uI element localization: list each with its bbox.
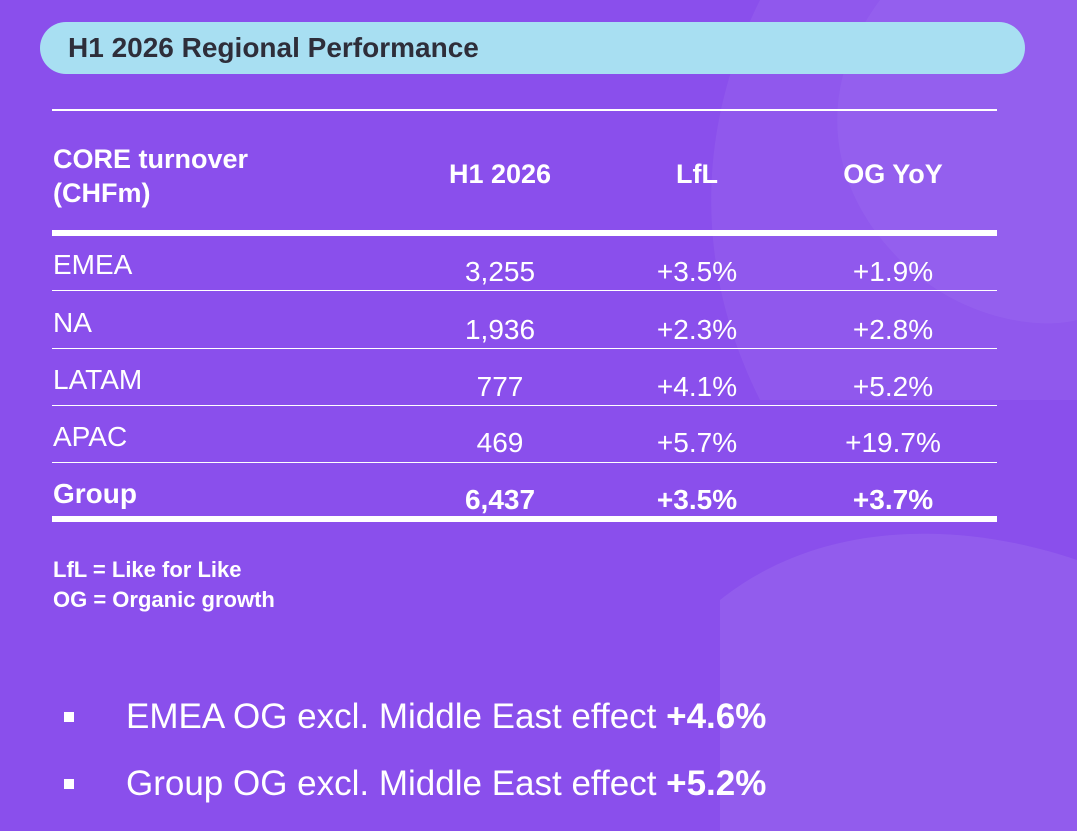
- header-core-turnover: CORE turnover (CHFm): [53, 142, 248, 210]
- total-lfl: +3.5%: [656, 484, 738, 515]
- bullet-label: Group OG excl. Middle East effect: [126, 764, 667, 803]
- row-region: NA: [53, 307, 92, 338]
- table-top-rule: [52, 109, 997, 111]
- header-h1: H1 2026: [448, 159, 552, 189]
- header-og-yoy: OG YoY: [843, 159, 943, 189]
- footnote-og: OG = Organic growth: [53, 587, 275, 612]
- header-rule: [52, 230, 997, 236]
- bullet-value: +5.2%: [666, 764, 767, 803]
- table-bottom-rule: [52, 516, 997, 522]
- row-divider: [52, 348, 997, 349]
- bullet-label: EMEA OG excl. Middle East effect: [126, 697, 667, 736]
- row-h1: 469: [476, 427, 524, 458]
- row-region: LATAM: [53, 364, 143, 395]
- bullet-text: EMEA OG excl. Middle East effect +4.6%: [126, 697, 766, 737]
- footnote-lfl: LfL = Like for Like: [53, 557, 242, 582]
- row-region: EMEA: [53, 249, 133, 280]
- bullet-text: Group OG excl. Middle East effect +5.2%: [126, 764, 766, 804]
- title-bar: H1 2026 Regional Performance: [40, 22, 1025, 74]
- page-title: H1 2026 Regional Performance: [68, 32, 479, 63]
- row-region: APAC: [53, 421, 128, 452]
- row-lfl: +3.5%: [656, 256, 738, 287]
- row-h1: 3,255: [464, 256, 536, 287]
- total-h1: 6,437: [464, 484, 536, 515]
- square-bullet-icon: [64, 712, 74, 722]
- row-og: +19.7%: [845, 427, 941, 458]
- row-divider: [52, 290, 997, 291]
- header-line: (CHFm): [53, 178, 151, 208]
- total-og: +3.7%: [852, 484, 934, 515]
- header-lfl: LfL: [676, 159, 718, 189]
- bullet-item: EMEA OG excl. Middle East effect +4.6%: [64, 697, 766, 737]
- row-og: +2.8%: [852, 314, 934, 345]
- row-h1: 1,936: [464, 314, 536, 345]
- row-og: +5.2%: [852, 371, 934, 402]
- square-bullet-icon: [64, 779, 74, 789]
- row-lfl: +4.1%: [656, 371, 738, 402]
- row-h1: 777: [476, 371, 524, 402]
- row-og: +1.9%: [852, 256, 934, 287]
- total-region: Group: [53, 478, 137, 509]
- row-divider: [52, 462, 997, 463]
- row-lfl: +5.7%: [656, 427, 738, 458]
- header-line: CORE turnover: [53, 144, 249, 174]
- row-divider: [52, 405, 997, 406]
- bullet-item: Group OG excl. Middle East effect +5.2%: [64, 764, 766, 804]
- row-lfl: +2.3%: [656, 314, 738, 345]
- bullet-value: +4.6%: [666, 697, 767, 736]
